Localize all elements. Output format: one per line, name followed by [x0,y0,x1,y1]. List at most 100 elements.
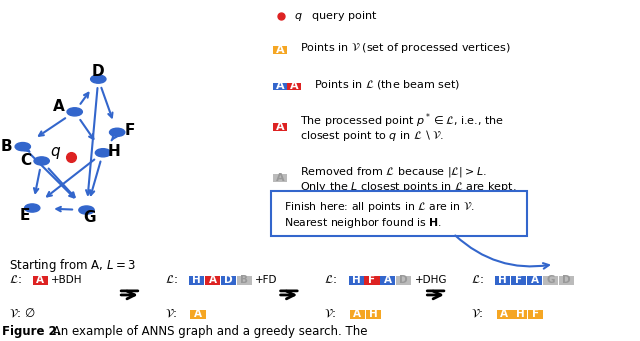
FancyBboxPatch shape [205,276,220,284]
FancyArrowPatch shape [24,147,29,152]
Text: H: H [369,309,378,320]
FancyBboxPatch shape [559,276,573,284]
FancyArrowPatch shape [47,160,94,196]
FancyBboxPatch shape [513,310,527,318]
Text: A: A [500,309,508,320]
Text: Nearest neighbor found is $\mathbf{H}$.: Nearest neighbor found is $\mathbf{H}$. [284,216,442,231]
Circle shape [15,143,31,151]
FancyBboxPatch shape [273,46,287,54]
Text: $\mathcal{L}$:: $\mathcal{L}$: [8,273,21,286]
Text: H: H [499,275,507,285]
FancyBboxPatch shape [396,276,412,284]
Text: A: A [194,309,202,320]
Text: A: A [276,173,284,183]
Text: B: B [1,139,13,154]
Circle shape [24,204,40,212]
Text: D: D [399,275,408,285]
Circle shape [95,149,111,157]
Text: Figure 2.: Figure 2. [3,325,61,338]
Text: $\mathcal{L}$:: $\mathcal{L}$: [165,273,178,286]
Text: Finish here: all points in $\mathcal{L}$ are in $\mathcal{V}$.: Finish here: all points in $\mathcal{L}$… [284,200,474,214]
Text: $\mathcal{L}$:: $\mathcal{L}$: [471,273,484,286]
Text: H: H [352,275,360,285]
FancyArrowPatch shape [90,162,100,195]
FancyArrowPatch shape [111,134,117,140]
Text: $q$   query point: $q$ query point [294,9,377,23]
Text: G: G [546,275,555,285]
Text: +BDH: +BDH [51,275,83,285]
Text: D: D [92,64,104,79]
FancyBboxPatch shape [189,276,204,284]
FancyBboxPatch shape [273,174,287,182]
Text: B: B [240,275,248,285]
Circle shape [109,128,125,136]
FancyArrowPatch shape [80,120,93,139]
FancyBboxPatch shape [273,83,287,90]
Text: +FD: +FD [255,275,278,285]
Text: A: A [531,275,538,285]
FancyBboxPatch shape [221,276,236,284]
FancyBboxPatch shape [287,83,301,90]
FancyBboxPatch shape [543,276,558,284]
FancyBboxPatch shape [495,276,510,284]
Text: $\mathcal{V}$:: $\mathcal{V}$: [471,307,483,320]
Circle shape [79,206,94,214]
FancyArrowPatch shape [455,236,549,269]
Text: A: A [53,99,65,114]
FancyArrowPatch shape [81,93,88,104]
Text: An example of ANNS graph and a greedy search. The: An example of ANNS graph and a greedy se… [49,325,367,338]
FancyBboxPatch shape [190,310,205,318]
FancyBboxPatch shape [527,276,542,284]
Text: F: F [125,123,135,138]
Text: Only the $L$ closest points in $\mathcal{L}$ are kept.: Only the $L$ closest points in $\mathcal… [300,180,516,194]
FancyBboxPatch shape [364,276,380,284]
Circle shape [34,157,49,165]
Text: $\mathcal{V}$:: $\mathcal{V}$: [324,307,337,320]
FancyBboxPatch shape [365,310,381,318]
FancyBboxPatch shape [237,276,252,284]
Text: Starting from A, $L = 3$: Starting from A, $L = 3$ [8,257,136,274]
Text: +DHG: +DHG [415,275,447,285]
Text: $\mathcal{V}$:: $\mathcal{V}$: [165,307,177,320]
FancyBboxPatch shape [271,191,527,236]
FancyArrowPatch shape [101,88,113,117]
Text: H: H [108,144,121,159]
Text: H: H [192,275,201,285]
Text: A: A [353,309,362,320]
Text: A: A [209,275,216,285]
Text: A: A [290,81,298,91]
FancyArrowPatch shape [86,88,97,195]
Text: D: D [562,275,570,285]
Text: A: A [276,45,284,55]
Text: F: F [532,309,540,320]
Circle shape [91,75,106,83]
FancyArrowPatch shape [39,118,65,136]
FancyArrowPatch shape [30,154,74,197]
Circle shape [67,108,83,116]
FancyBboxPatch shape [273,123,287,131]
Text: Removed from $\mathcal{L}$ because $|\mathcal{L}| > L$.: Removed from $\mathcal{L}$ because $|\ma… [300,164,487,179]
FancyArrowPatch shape [56,207,72,211]
Text: $\mathcal{V}$: $\emptyset$: $\mathcal{V}$: $\emptyset$ [8,307,35,320]
Text: The processed point $p^* \in \mathcal{L}$, i.e., the: The processed point $p^* \in \mathcal{L}… [300,111,504,130]
Text: Points in $\mathcal{L}$ (the beam set): Points in $\mathcal{L}$ (the beam set) [314,78,460,91]
Text: A: A [36,275,44,285]
Text: F: F [369,275,376,285]
FancyArrowPatch shape [34,170,40,193]
Text: F: F [515,275,522,285]
FancyBboxPatch shape [380,276,396,284]
FancyBboxPatch shape [511,276,526,284]
Text: Points in $\mathcal{V}$ (set of processed vertices): Points in $\mathcal{V}$ (set of processe… [300,41,511,56]
Text: A: A [276,122,284,132]
Text: A: A [384,275,392,285]
Text: E: E [19,208,29,223]
Text: H: H [516,309,524,320]
Text: C: C [20,153,31,168]
FancyBboxPatch shape [497,310,511,318]
FancyBboxPatch shape [528,310,543,318]
FancyBboxPatch shape [350,310,365,318]
Text: $q$: $q$ [50,145,61,161]
Text: G: G [83,210,96,225]
Text: A: A [276,81,284,91]
FancyArrowPatch shape [49,168,75,197]
